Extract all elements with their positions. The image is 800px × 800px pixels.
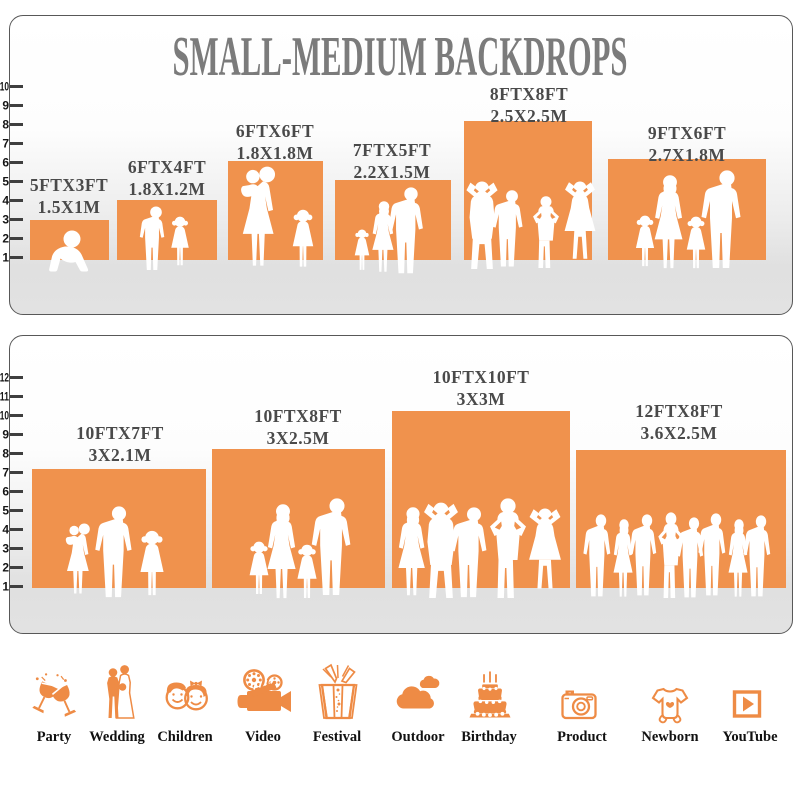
svg-text:1: 1 bbox=[2, 251, 9, 265]
svg-text:8: 8 bbox=[2, 118, 9, 132]
svg-text:6: 6 bbox=[2, 156, 9, 170]
svg-text:11: 11 bbox=[0, 390, 9, 404]
svg-text:10: 10 bbox=[0, 409, 9, 423]
svg-text:12: 12 bbox=[0, 371, 9, 385]
svg-text:6: 6 bbox=[2, 485, 9, 499]
svg-text:5: 5 bbox=[2, 175, 9, 189]
svg-text:7: 7 bbox=[2, 137, 9, 151]
svg-text:3: 3 bbox=[2, 213, 9, 227]
svg-text:7: 7 bbox=[2, 466, 9, 480]
svg-text:SMALL-MEDIUM BACKDROPS: SMALL-MEDIUM BACKDROPS bbox=[173, 26, 628, 88]
svg-text:2: 2 bbox=[2, 561, 9, 575]
svg-text:9: 9 bbox=[2, 428, 9, 442]
svg-text:1: 1 bbox=[2, 580, 9, 594]
svg-text:8: 8 bbox=[2, 447, 9, 461]
svg-text:2: 2 bbox=[2, 232, 9, 246]
svg-text:9: 9 bbox=[2, 99, 9, 113]
svg-text:4: 4 bbox=[2, 194, 9, 208]
svg-text:5: 5 bbox=[2, 504, 9, 518]
svg-text:10: 10 bbox=[0, 80, 9, 94]
svg-text:4: 4 bbox=[2, 523, 9, 537]
svg-text:3: 3 bbox=[2, 542, 9, 556]
